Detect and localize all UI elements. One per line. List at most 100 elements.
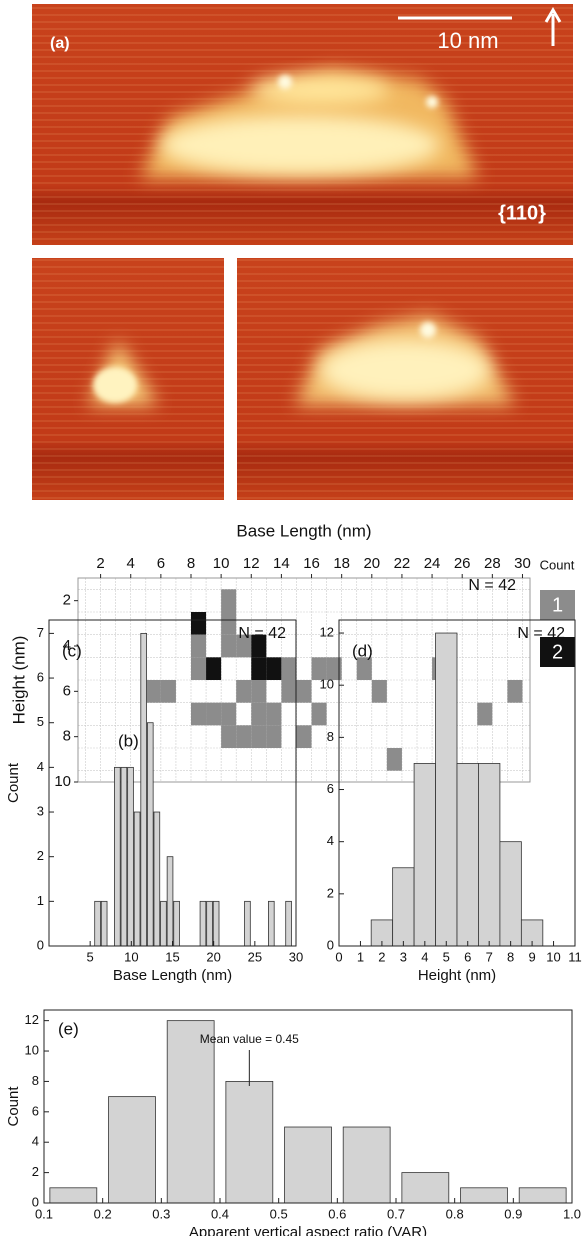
cell	[236, 634, 252, 658]
y-axis-title: Height (nm)	[9, 636, 28, 725]
cell	[221, 702, 237, 726]
cell	[281, 680, 297, 703]
panel-label: (d)	[352, 641, 373, 660]
stm-image-right	[237, 258, 573, 500]
x-tick-label: 11	[568, 949, 582, 964]
bar	[460, 1187, 508, 1204]
bar	[285, 900, 292, 947]
cell	[191, 702, 207, 726]
plot-frame	[77, 577, 531, 783]
y-tick-label: 8	[327, 729, 334, 744]
annotation: N = 42	[468, 577, 516, 594]
x-tick-label: 30	[514, 555, 531, 572]
y-tick-label: 5	[37, 714, 44, 729]
bar	[401, 1172, 450, 1204]
y-tick-label: 12	[25, 1012, 39, 1027]
x-tick-label: 2	[378, 949, 385, 964]
bar	[499, 841, 522, 947]
x-tick-label: 1	[357, 949, 364, 964]
y-tick-label: 6	[32, 1103, 39, 1118]
cell	[236, 725, 252, 748]
bar	[153, 811, 161, 947]
cell	[160, 680, 176, 703]
bar	[342, 1126, 391, 1204]
x-axis-title: Apparent vertical aspect ratio (VAR)	[189, 1224, 427, 1236]
cell	[251, 657, 267, 680]
x-tick-label: 10	[124, 949, 138, 964]
cell	[266, 657, 282, 680]
direction-arrow	[544, 7, 562, 46]
x-tick-label: 16	[303, 555, 320, 572]
y-tick-label: 0	[37, 937, 44, 952]
x-tick-label: 0.7	[387, 1206, 405, 1221]
legend-swatch	[540, 590, 575, 620]
x-tick-label: 0.4	[211, 1206, 229, 1221]
annotation: N = 42	[517, 625, 565, 642]
bar	[160, 900, 167, 947]
cell	[507, 680, 523, 703]
y-tick-label: 4	[327, 833, 334, 848]
bar	[94, 900, 101, 947]
annotation: Mean value = 0.45	[200, 1032, 299, 1046]
bar	[199, 900, 207, 947]
annotation: N = 42	[238, 625, 286, 642]
bar	[146, 722, 154, 947]
bar	[166, 1020, 215, 1204]
bar	[244, 900, 251, 947]
y-tick-label: 8	[32, 1073, 39, 1088]
x-tick-label: 2	[96, 555, 104, 572]
bar	[127, 766, 134, 947]
x-tick-label: 10	[546, 949, 560, 964]
y-tick-label: 6	[327, 781, 334, 796]
x-tick-label: 1.0	[563, 1206, 581, 1221]
bar	[435, 632, 458, 947]
y-tick-label: 7	[37, 625, 44, 640]
x-tick-label: 22	[394, 555, 411, 572]
x-tick-label: 6	[464, 949, 471, 964]
cell	[371, 680, 387, 703]
facet-label: {110}	[498, 202, 546, 224]
y-tick-label: 10	[25, 1042, 39, 1057]
legend-label: 2	[552, 641, 563, 663]
panel-label: (b)	[118, 731, 139, 750]
plot-frame	[338, 619, 576, 947]
y-axis-title: Count	[5, 762, 22, 803]
cell	[266, 725, 282, 748]
x-axis-title: Base Length (nm)	[113, 967, 232, 984]
cell	[356, 657, 372, 680]
x-tick-label: 4	[421, 949, 428, 964]
x-axis-title: Base Length (nm)	[236, 521, 371, 540]
y-tick-label: 0	[32, 1194, 39, 1209]
cell	[251, 634, 267, 658]
x-axis-title: Height (nm)	[418, 967, 496, 984]
x-tick-label: 7	[486, 949, 493, 964]
cell	[386, 748, 402, 771]
cell	[145, 680, 161, 703]
y-tick-label: 12	[320, 624, 334, 639]
x-tick-label: 20	[363, 555, 380, 572]
cell	[266, 702, 282, 726]
stm-image-left	[32, 258, 224, 500]
bar	[140, 632, 147, 947]
cell	[311, 702, 327, 726]
panel-label: (c)	[62, 641, 82, 660]
stm-image-a	[32, 4, 573, 245]
cell	[311, 657, 327, 680]
cell	[191, 634, 207, 658]
x-tick-label: 10	[213, 555, 230, 572]
y-tick-label: 10	[54, 773, 71, 790]
cell	[221, 589, 237, 612]
y-tick-label: 3	[37, 803, 44, 818]
y-tick-label: 2	[32, 1164, 39, 1179]
y-tick-label: 4	[63, 637, 71, 654]
x-tick-label: 0.8	[446, 1206, 464, 1221]
bar	[212, 900, 220, 947]
y-tick-label: 1	[37, 893, 44, 908]
bar	[100, 900, 108, 947]
x-tick-label: 14	[273, 555, 290, 572]
bar	[173, 900, 180, 947]
cell	[236, 680, 252, 703]
bar	[478, 763, 501, 947]
